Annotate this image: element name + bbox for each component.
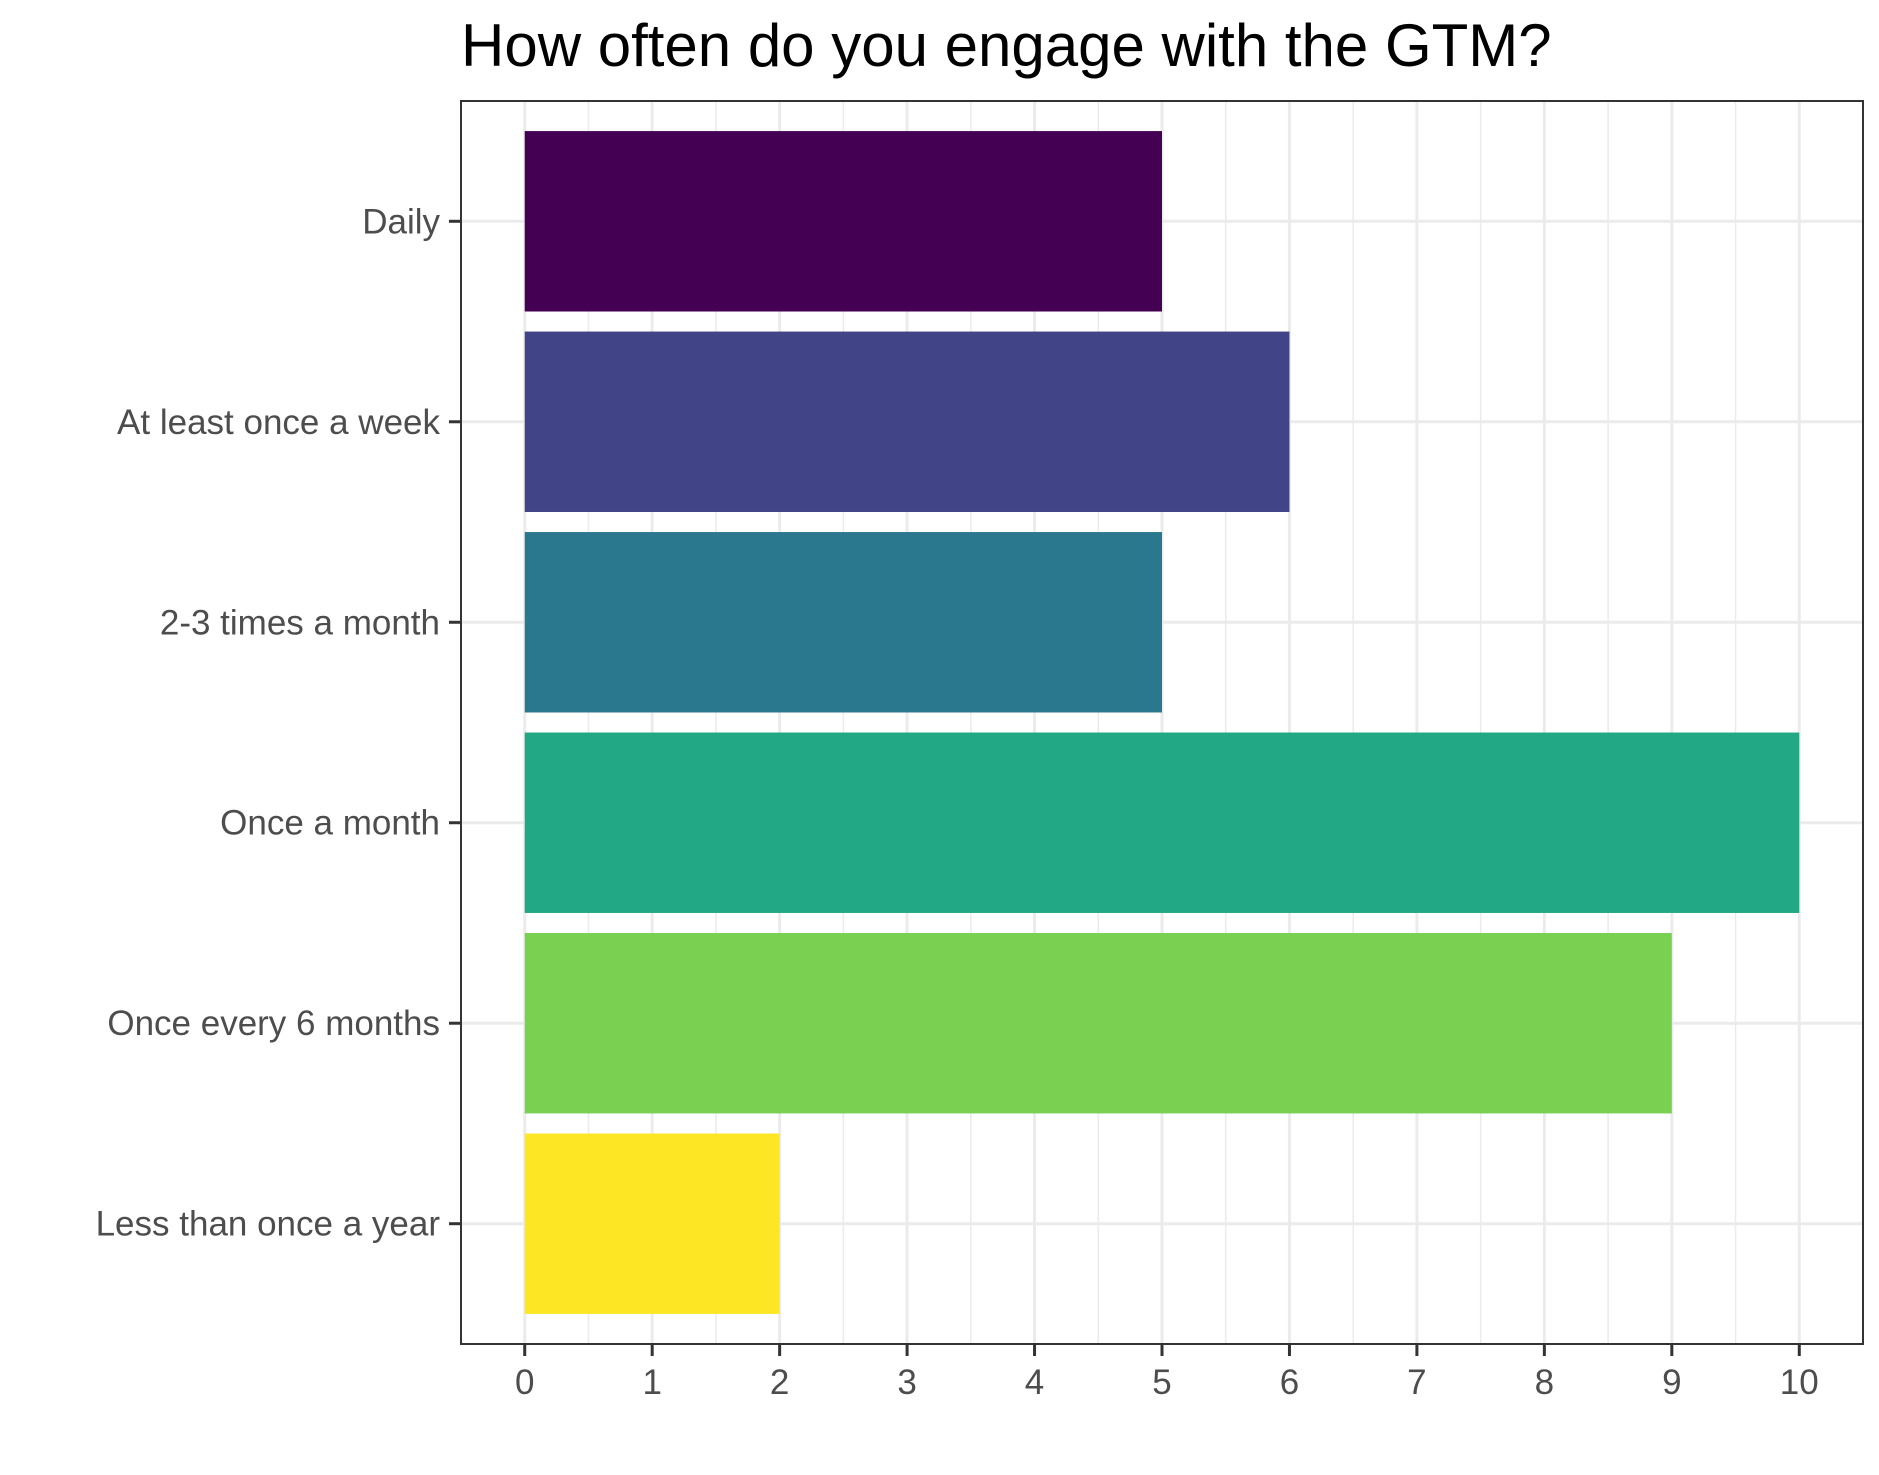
y-tick-label: Once every 6 months bbox=[107, 1004, 440, 1043]
bars bbox=[524, 131, 1800, 1314]
x-axis: 0 1 2 3 4 5 6 7 8 9 10 bbox=[515, 1344, 1819, 1402]
x-tick-label: 4 bbox=[1025, 1363, 1044, 1402]
x-tick-label: 7 bbox=[1407, 1363, 1426, 1402]
x-tick-label: 6 bbox=[1280, 1363, 1299, 1402]
bar bbox=[524, 933, 1672, 1114]
x-tick-label: 3 bbox=[897, 1363, 916, 1402]
y-tick-label: 2-3 times a month bbox=[160, 603, 440, 642]
y-tick-label: Less than once a year bbox=[96, 1205, 441, 1244]
y-tick-label: At least once a week bbox=[117, 403, 440, 442]
chart-title: How often do you engage with the GTM? bbox=[461, 12, 1552, 79]
x-tick-label: 1 bbox=[642, 1363, 661, 1402]
bar bbox=[524, 1133, 780, 1314]
y-tick-label: Once a month bbox=[220, 804, 440, 843]
y-tick-label: Daily bbox=[362, 202, 440, 241]
x-tick-label: 2 bbox=[770, 1363, 789, 1402]
bar bbox=[524, 732, 1800, 913]
x-tick-label: 9 bbox=[1662, 1363, 1681, 1402]
x-tick-label: 0 bbox=[515, 1363, 534, 1402]
y-axis: Daily At least once a week 2-3 times a mon… bbox=[96, 202, 461, 1244]
x-tick-label: 8 bbox=[1535, 1363, 1554, 1402]
bar bbox=[524, 532, 1162, 713]
x-tick-label: 10 bbox=[1780, 1363, 1819, 1402]
x-tick-label: 5 bbox=[1152, 1363, 1171, 1402]
bar bbox=[524, 331, 1290, 512]
bar bbox=[524, 131, 1162, 312]
